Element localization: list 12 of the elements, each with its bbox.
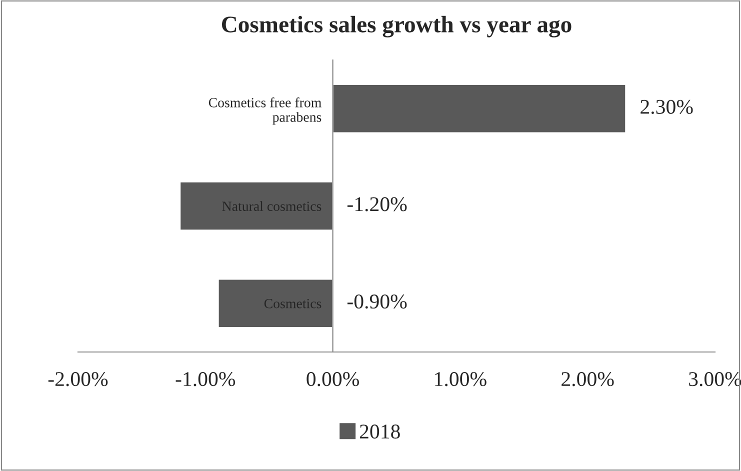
data-label: -0.90% — [347, 294, 407, 309]
chart-title: Cosmetics sales growth vs year ago — [222, 16, 572, 38]
legend-label: 2018 — [360, 424, 400, 439]
data-label: -1.20% — [347, 197, 407, 212]
x-tick-label: -1.00% — [176, 372, 236, 386]
x-tick-label: 1.00% — [435, 372, 486, 386]
x-tick-label: 2.00% — [562, 372, 614, 386]
x-tick-label: 3.00% — [689, 372, 741, 386]
x-tick-label: -2.00% — [48, 372, 108, 386]
y-tick-label: Cosmetics free from parabens — [208, 97, 322, 125]
x-tick-label: 0.00% — [306, 372, 359, 386]
data-label: 2.30% — [640, 100, 693, 114]
